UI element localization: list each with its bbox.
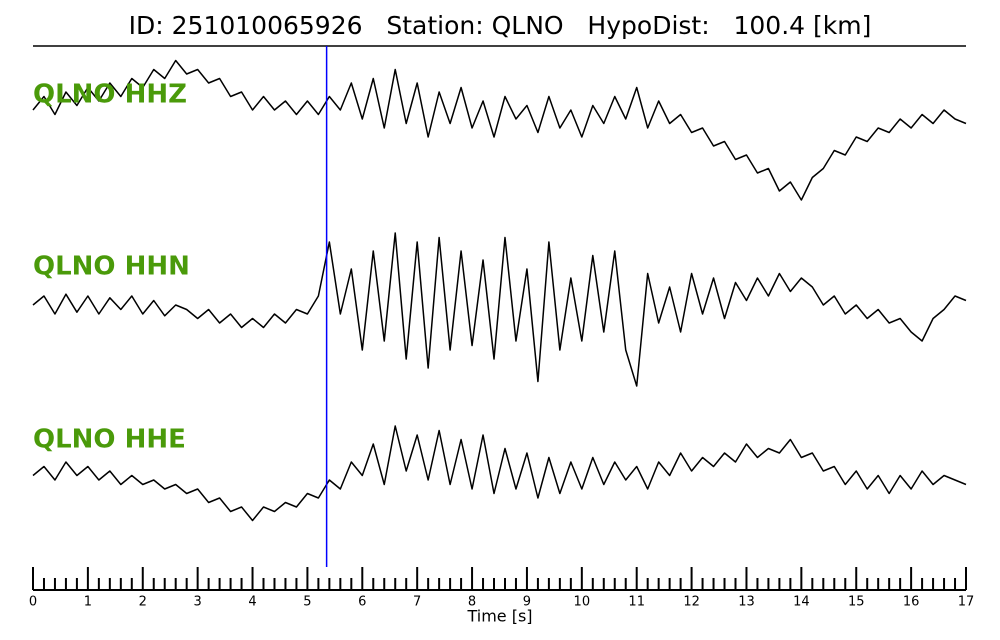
x-tick-label: 9 [523, 595, 531, 610]
waveform [32, 232, 967, 387]
waveform [32, 59, 967, 201]
x-tick-label: 0 [29, 595, 37, 610]
x-axis-label: Time [s] [466, 607, 532, 626]
x-tick-label: 15 [848, 595, 865, 610]
x-tick-label: 1 [84, 595, 92, 610]
x-tick-label: 6 [358, 595, 366, 610]
trace-label: QLNO HHE [33, 425, 186, 455]
x-tick-label: 7 [413, 595, 421, 610]
x-tick-label: 14 [793, 595, 810, 610]
x-tick-label: 17 [958, 595, 975, 610]
x-tick-label: 16 [903, 595, 920, 610]
x-tick-label: 5 [303, 595, 311, 610]
x-tick-label: 4 [248, 595, 256, 610]
trace-label: QLNO HHN [33, 252, 190, 282]
x-tick-label: 3 [194, 595, 202, 610]
x-tick-label: 11 [628, 595, 645, 610]
waveform [32, 425, 967, 522]
trace-label: QLNO HHZ [33, 80, 187, 110]
chart-title: ID: 251010065926 Station: QLNO HypoDist:… [129, 11, 872, 40]
x-tick-label: 13 [738, 595, 755, 610]
x-tick-label: 12 [683, 595, 700, 610]
x-tick-label: 8 [468, 595, 476, 610]
x-tick-label: 2 [139, 595, 147, 610]
x-tick-label: 10 [574, 595, 591, 610]
